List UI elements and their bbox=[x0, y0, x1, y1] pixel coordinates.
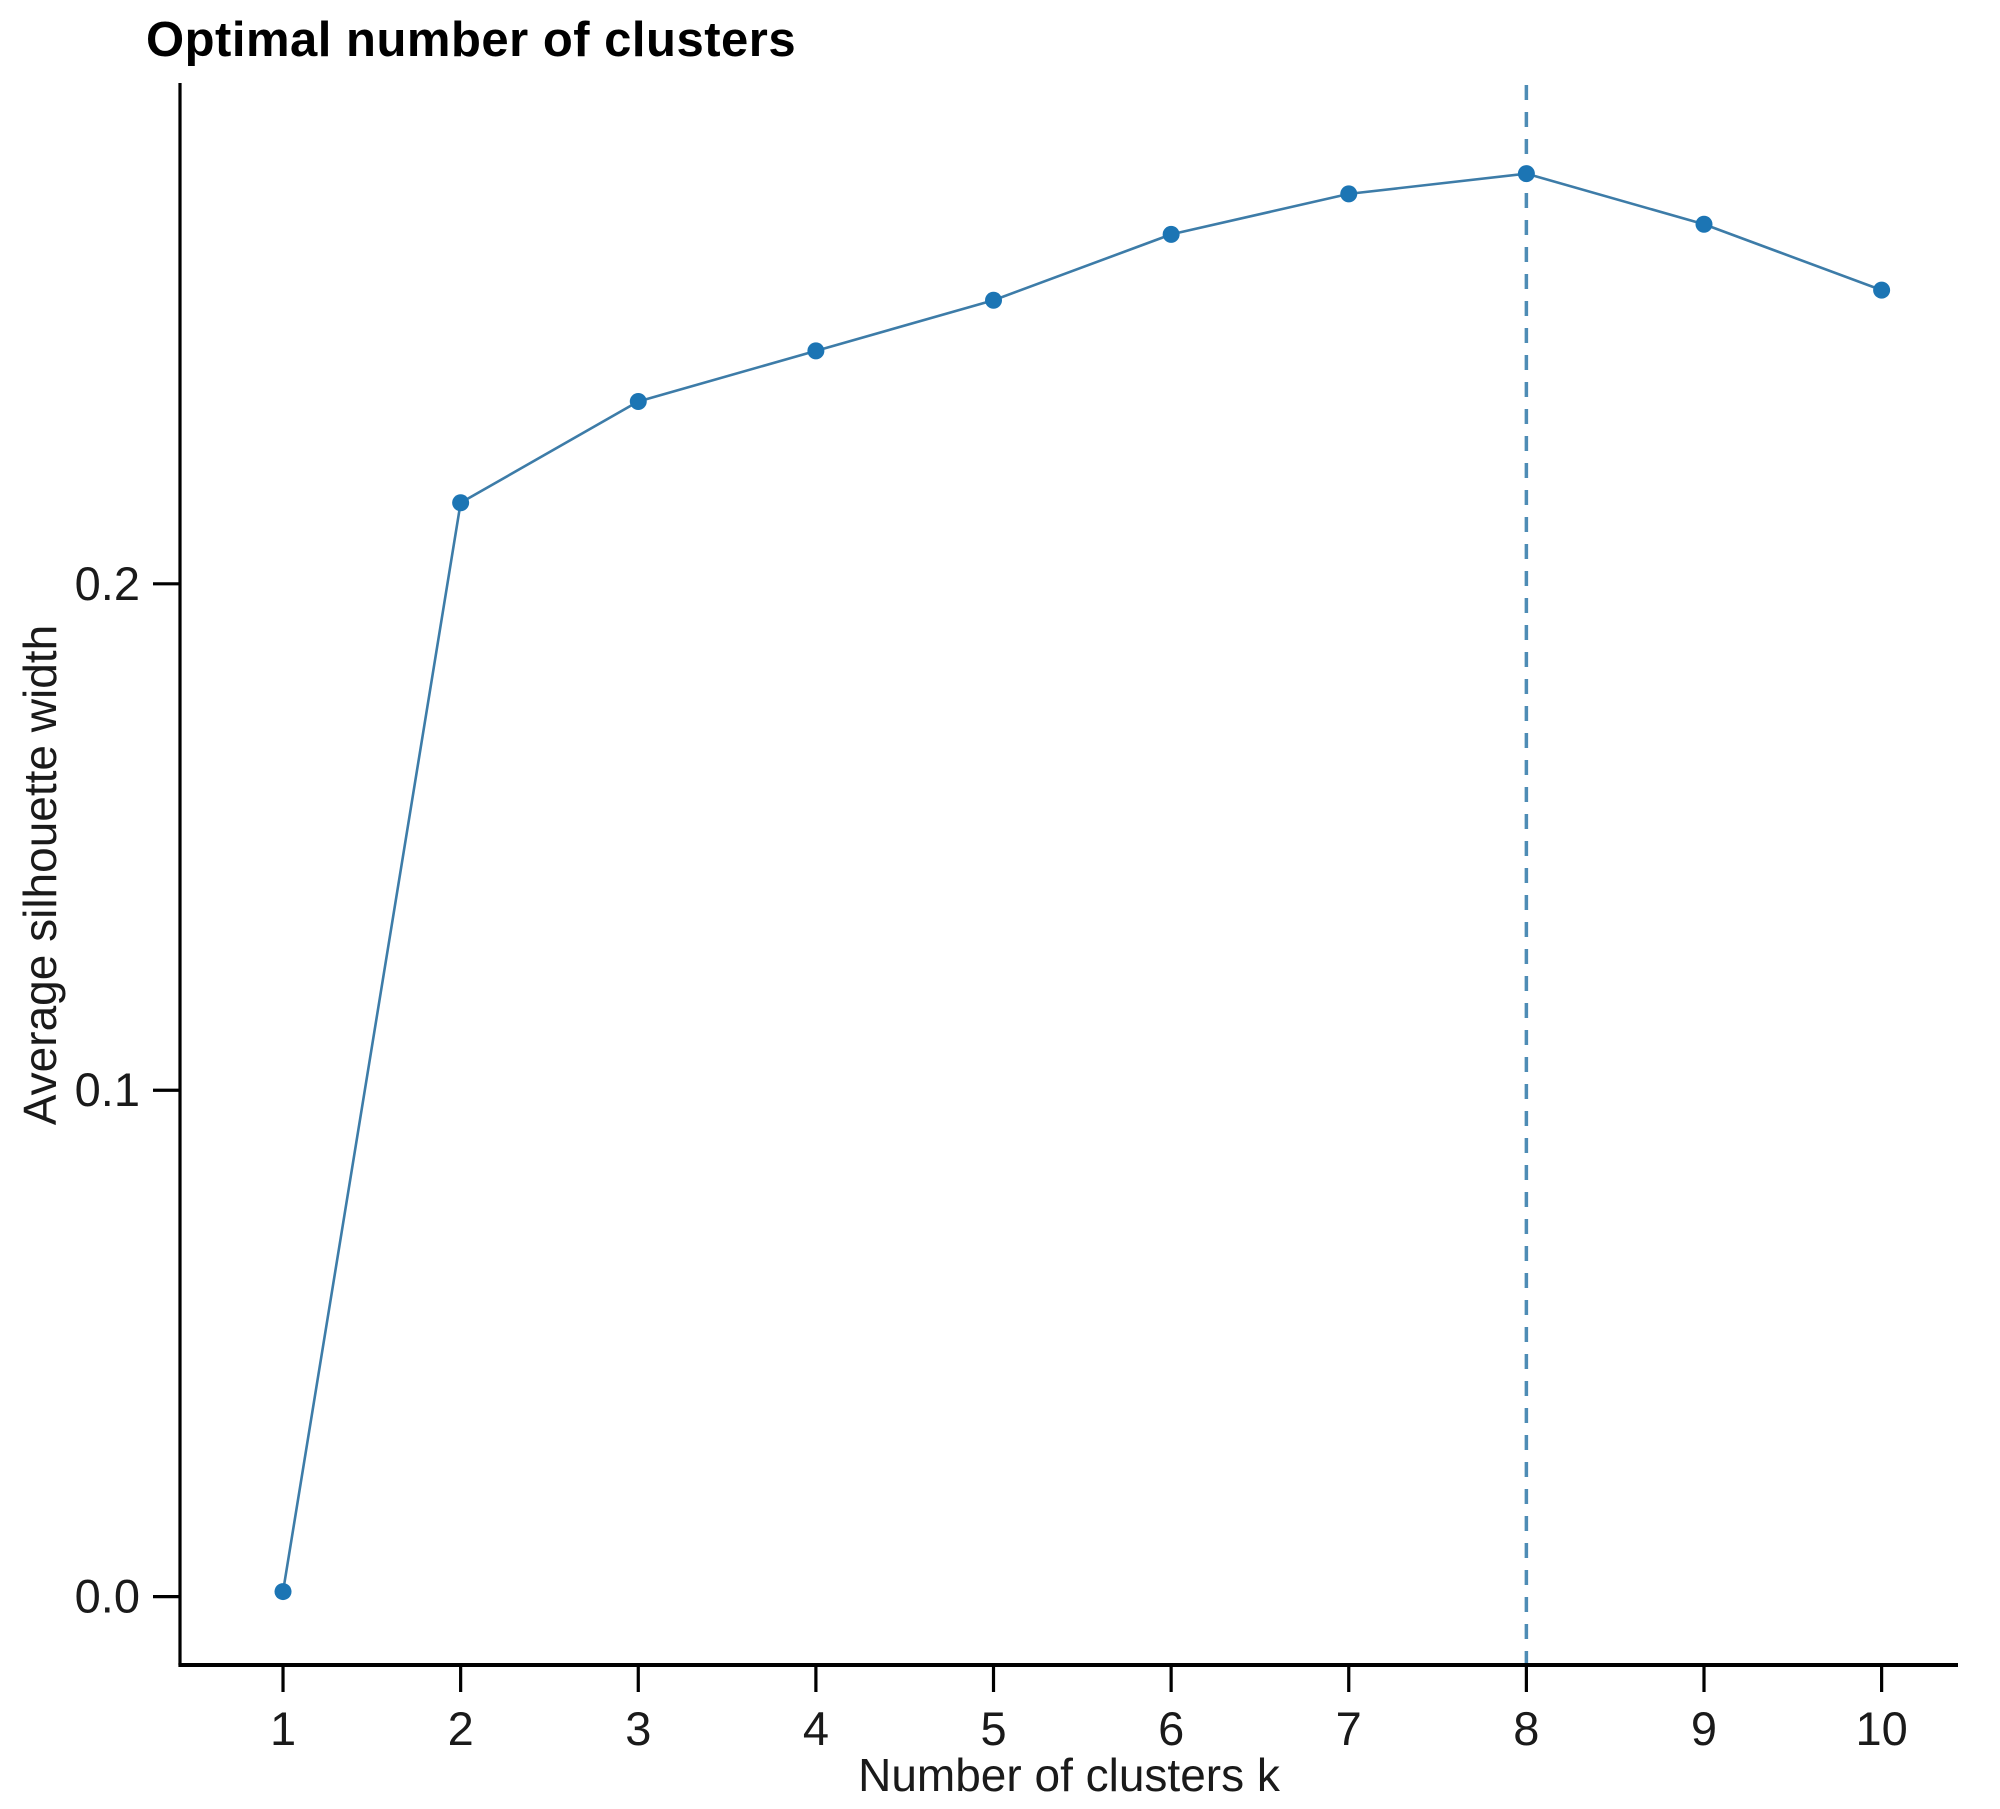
data-point bbox=[452, 494, 470, 512]
x-tick-label: 8 bbox=[1513, 1702, 1539, 1755]
chart-title: Optimal number of clusters bbox=[146, 13, 797, 67]
data-point bbox=[807, 342, 825, 360]
x-tick-label: 6 bbox=[1158, 1702, 1184, 1755]
y-tick-label: 0.2 bbox=[75, 557, 140, 610]
x-tick-label: 5 bbox=[980, 1702, 1006, 1755]
x-tick-label: 2 bbox=[448, 1702, 474, 1755]
data-point bbox=[1695, 215, 1713, 233]
data-point bbox=[274, 1583, 292, 1601]
data-point bbox=[1873, 281, 1891, 299]
data-point bbox=[1162, 225, 1180, 243]
x-tick-label: 4 bbox=[803, 1702, 829, 1755]
series-line bbox=[281, 172, 1883, 1592]
data-point bbox=[1340, 185, 1358, 203]
y-tick-label: 0.0 bbox=[75, 1570, 140, 1623]
x-tick-label: 3 bbox=[625, 1702, 651, 1755]
x-tick-label: 7 bbox=[1336, 1702, 1362, 1755]
x-tick-label: 1 bbox=[270, 1702, 296, 1755]
data-point bbox=[985, 291, 1003, 309]
y-tick-label: 0.1 bbox=[75, 1063, 140, 1116]
y-axis-label: Average silhouette width bbox=[14, 624, 66, 1126]
x-axis-label: Number of clusters k bbox=[858, 1749, 1280, 1801]
data-point bbox=[629, 393, 647, 411]
x-tick-label: 9 bbox=[1691, 1702, 1717, 1755]
x-tick-label: 10 bbox=[1855, 1702, 1907, 1755]
data-point bbox=[1517, 165, 1535, 183]
